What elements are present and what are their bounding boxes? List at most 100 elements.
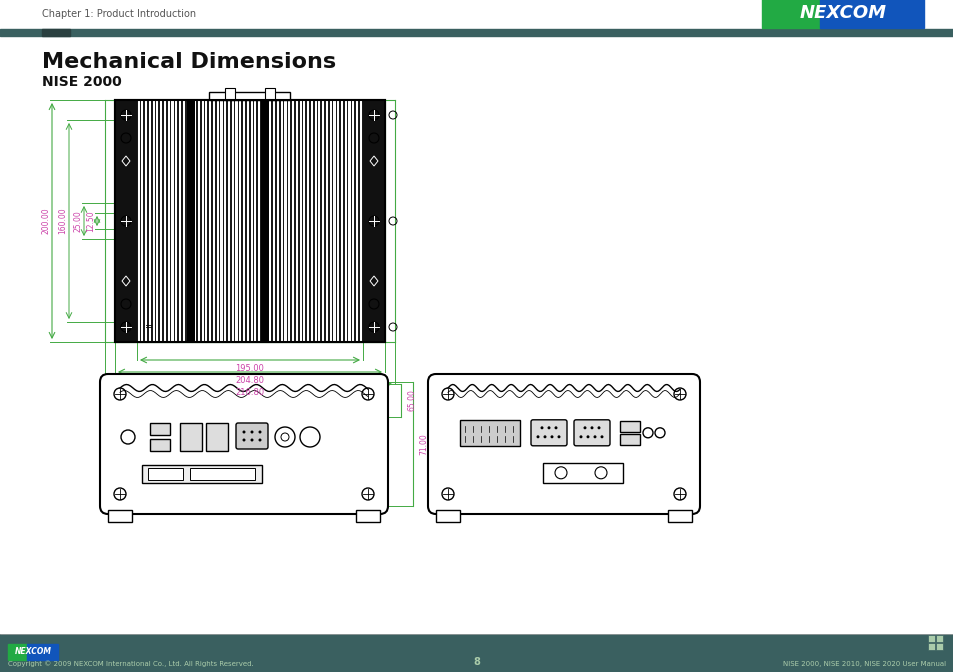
Bar [311, 100, 313, 342]
Circle shape [578, 435, 582, 438]
Bar [150, 423, 170, 435]
Bar [224, 100, 226, 342]
Bar [619, 434, 639, 445]
Bar [303, 100, 305, 342]
Circle shape [543, 435, 546, 438]
Bar [137, 100, 363, 342]
Bar [115, 100, 385, 342]
Bar [228, 100, 230, 342]
Bar [239, 100, 241, 342]
Bar [542, 463, 622, 482]
Bar [180, 423, 202, 451]
Text: 216.80: 216.80 [235, 388, 264, 397]
Bar [261, 100, 264, 342]
Text: =: = [145, 322, 153, 332]
Bar [619, 421, 639, 432]
Text: NEXCOM: NEXCOM [799, 4, 885, 22]
Bar [205, 100, 207, 342]
Bar [42, 29, 70, 36]
Bar [210, 92, 291, 100]
Bar [225, 88, 234, 100]
Circle shape [583, 426, 586, 429]
Bar [359, 100, 361, 342]
Bar [284, 100, 286, 342]
Bar [336, 100, 339, 342]
Bar [190, 100, 193, 342]
Text: Mechanical Dimensions: Mechanical Dimensions [42, 52, 335, 72]
Bar [190, 468, 254, 480]
Bar [935, 643, 942, 650]
Bar [168, 100, 170, 342]
Bar [667, 510, 691, 522]
Bar [209, 100, 211, 342]
Bar [280, 100, 282, 342]
Circle shape [242, 439, 245, 442]
Bar [187, 100, 194, 342]
Bar [273, 100, 275, 342]
Bar [243, 100, 245, 342]
Bar [459, 420, 519, 446]
Bar [258, 100, 260, 342]
Bar [254, 100, 256, 342]
Bar [355, 100, 357, 342]
Bar [314, 100, 316, 342]
Text: NEXCOM: NEXCOM [14, 648, 51, 657]
Bar [0, 634, 953, 672]
Bar [265, 88, 275, 100]
Bar [115, 100, 137, 342]
Text: 65.00: 65.00 [407, 390, 416, 411]
Bar [363, 100, 385, 342]
Bar [142, 465, 262, 482]
Text: 204.80: 204.80 [235, 376, 264, 385]
Text: 12.50: 12.50 [87, 210, 95, 232]
Bar [318, 100, 320, 342]
Bar [149, 100, 151, 342]
Text: 195.00: 195.00 [235, 364, 264, 373]
Bar [235, 100, 237, 342]
Circle shape [536, 435, 539, 438]
FancyBboxPatch shape [574, 420, 609, 446]
Bar [152, 100, 154, 342]
FancyBboxPatch shape [531, 420, 566, 446]
Circle shape [251, 431, 253, 433]
Bar [292, 100, 294, 342]
Text: Chapter 1: Product Introduction: Chapter 1: Product Introduction [42, 9, 196, 19]
Bar [179, 100, 181, 342]
Bar [326, 100, 328, 342]
Bar [150, 439, 170, 451]
Bar [108, 510, 132, 522]
Bar [322, 100, 324, 342]
Bar [344, 100, 347, 342]
Circle shape [251, 439, 253, 442]
Circle shape [597, 426, 599, 429]
Bar [927, 643, 934, 650]
Bar [261, 100, 269, 342]
Bar [156, 100, 158, 342]
Bar [193, 100, 196, 342]
Bar [251, 100, 253, 342]
Text: Copyright © 2009 NEXCOM International Co., Ltd. All Rights Reserved.: Copyright © 2009 NEXCOM International Co… [8, 661, 253, 667]
Bar [935, 635, 942, 642]
Bar [8, 644, 27, 660]
Bar [288, 100, 290, 342]
Bar [355, 510, 379, 522]
Bar [164, 100, 166, 342]
Bar [0, 29, 953, 36]
Text: NISE 2000, NISE 2010, NISE 2020 User Manual: NISE 2000, NISE 2010, NISE 2020 User Man… [782, 661, 945, 667]
Text: 160.00: 160.00 [58, 208, 68, 235]
Text: 200.00: 200.00 [42, 208, 51, 235]
Text: NISE 2000: NISE 2000 [42, 75, 122, 89]
Bar [307, 100, 309, 342]
Bar [206, 423, 228, 451]
Text: 25.00: 25.00 [73, 210, 82, 232]
Bar [137, 100, 139, 342]
Bar [340, 100, 343, 342]
Bar [265, 100, 268, 342]
FancyBboxPatch shape [428, 374, 700, 514]
Bar [299, 100, 301, 342]
Circle shape [554, 426, 557, 429]
Bar [216, 100, 218, 342]
Bar [172, 100, 173, 342]
Bar [197, 100, 200, 342]
Bar [352, 100, 354, 342]
